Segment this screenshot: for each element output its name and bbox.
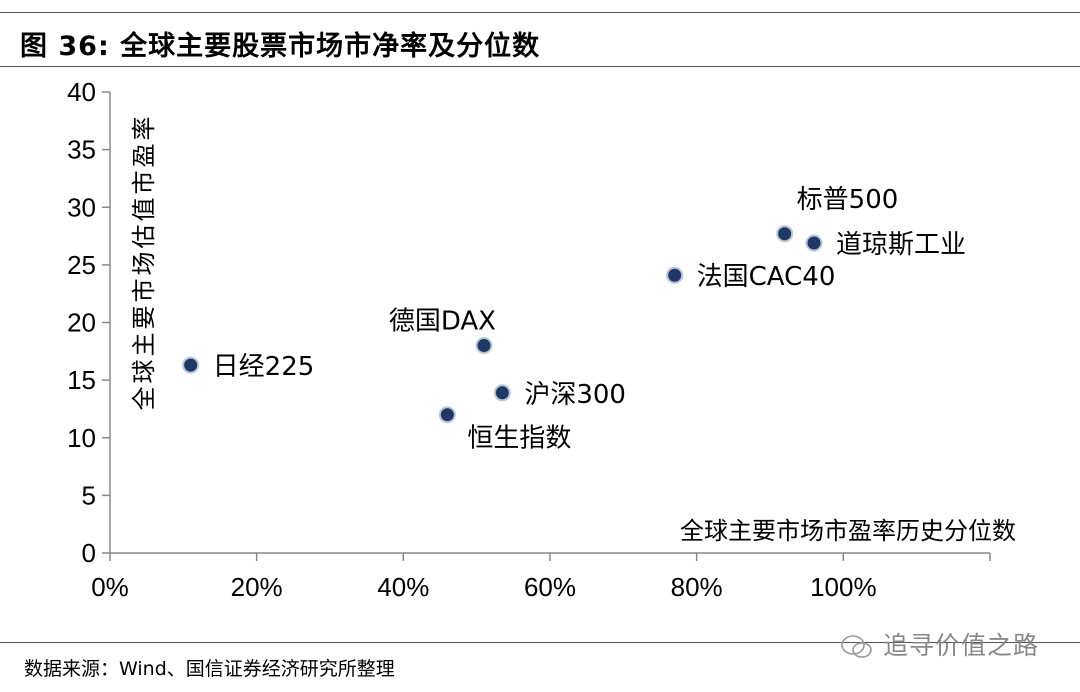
y-axis: 0 5 10 15 20 25 30 35 40 [67, 77, 111, 568]
data-point [776, 225, 794, 243]
axis-labels: 全球主要市场市盈率历史分位数 全球主要市场估值市盈率 [130, 114, 1016, 546]
data-point-label: 法国CAC40 [697, 262, 836, 292]
data-point-label: 日经225 [213, 352, 315, 382]
y-tick-label: 10 [67, 423, 96, 453]
data-points: 日经225 德国DAX 沪深300 恒生指数 法国CAC40 标普500 道琼斯工业 [182, 185, 966, 454]
x-tick-label: 20% [231, 572, 283, 602]
figure-title: 图 36: 全球主要股票市场市净率及分位数 [20, 31, 541, 62]
y-tick-label: 0 [82, 538, 96, 568]
wechat-icon [841, 635, 872, 658]
data-point-label: 沪深300 [524, 380, 626, 410]
y-tick-label: 20 [67, 308, 96, 338]
x-axis-title: 全球主要市场市盈率历史分位数 [680, 517, 1016, 545]
data-point [438, 406, 456, 424]
y-tick-label: 40 [67, 77, 96, 107]
watermark-text: 追寻价值之路 [882, 631, 1039, 660]
y-tick-label: 15 [67, 365, 96, 395]
data-point [666, 266, 684, 284]
bottom-rule [0, 642, 1080, 643]
data-point [182, 356, 200, 374]
x-tick-label: 0% [91, 572, 129, 602]
x-tick-label: 100% [810, 572, 877, 602]
x-tick-label: 80% [671, 572, 723, 602]
y-tick-label: 25 [67, 250, 96, 280]
data-point-label: 德国DAX [389, 307, 496, 337]
watermark: 追寻价值之路 [840, 626, 1039, 662]
data-point [805, 234, 823, 252]
top-rule [0, 12, 1080, 13]
x-tick-label: 60% [524, 572, 576, 602]
data-point [475, 337, 493, 355]
x-tick-label: 40% [377, 572, 429, 602]
y-axis-title: 全球主要市场估值市盈率 [130, 114, 158, 411]
title-rule [0, 66, 1080, 67]
y-tick-label: 30 [67, 192, 96, 222]
data-point-label: 道琼斯工业 [836, 230, 966, 260]
y-tick-label: 5 [82, 480, 96, 510]
source-note: 数据来源：Wind、国信证券经济研究所整理 [24, 658, 395, 680]
data-point-label: 标普500 [797, 185, 899, 215]
y-tick-label: 35 [67, 135, 96, 165]
data-point-label: 恒生指数 [467, 424, 571, 454]
x-axis: 0% 20% 40% 60% 80% 100% [91, 552, 991, 602]
data-point [493, 384, 511, 402]
